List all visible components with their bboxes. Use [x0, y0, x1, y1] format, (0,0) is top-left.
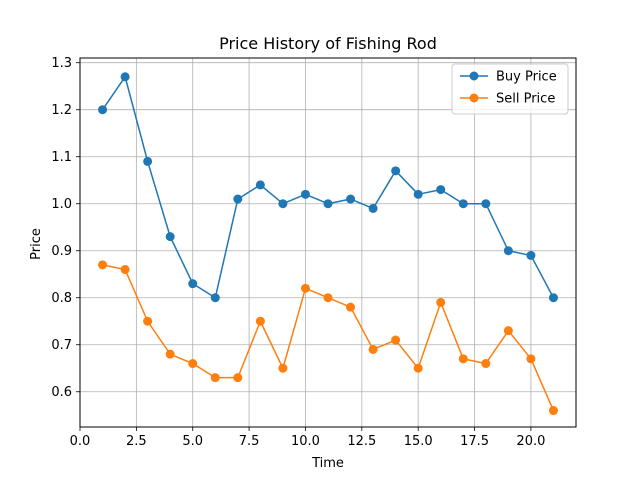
sell-price-point [255, 316, 265, 326]
sell-price-point [165, 349, 175, 359]
x-tick-label: 10.0 [291, 434, 320, 449]
y-tick-label: 0.9 [51, 244, 72, 259]
sell-price-point [503, 326, 513, 336]
x-tick-label: 17.5 [460, 434, 489, 449]
y-tick-label: 0.8 [51, 291, 72, 306]
x-axis-label: Time [311, 456, 344, 471]
buy-price-point [323, 199, 333, 209]
plot-area-frame [79, 57, 577, 428]
buy-price-point [391, 166, 401, 176]
x-tick-label: 20.0 [516, 434, 545, 449]
legend-marker-sell-price [469, 93, 479, 103]
sell-price-point [143, 316, 153, 326]
buy-price-point [98, 105, 108, 115]
buy-price-point [188, 279, 198, 289]
y-tick-label: 1.1 [51, 150, 72, 165]
x-tick-label: 0.0 [70, 434, 91, 449]
sell-price-point [323, 293, 333, 303]
chart-title: Price History of Fishing Rod [219, 34, 437, 53]
buy-price-point [255, 180, 265, 190]
y-axis-ticks: 0.6 0.7 0.8 0.9 1.0 1.1 1.2 1.3 [51, 56, 80, 400]
legend-marker-buy-price [469, 71, 479, 81]
buy-price-point [413, 189, 423, 199]
buy-price-point [526, 250, 536, 260]
buy-price-point [503, 246, 513, 256]
buy-price-point [233, 194, 243, 204]
sell-price-point [413, 363, 423, 373]
sell-price-point [233, 373, 243, 383]
sell-price-point [481, 359, 491, 369]
sell-price-point [278, 363, 288, 373]
x-tick-label: 15.0 [404, 434, 433, 449]
sell-price-point [368, 344, 378, 354]
x-tick-label: 12.5 [347, 434, 376, 449]
sell-price-point [458, 354, 468, 364]
buy-price-point [300, 189, 310, 199]
legend-label-sell-price: Sell Price [496, 92, 555, 107]
buy-price-point [210, 293, 220, 303]
buy-price-point [278, 199, 288, 209]
sell-price-point [188, 359, 198, 369]
buy-price-point [368, 203, 378, 213]
x-tick-label: 5.0 [182, 434, 203, 449]
buy-price-point [458, 199, 468, 209]
sell-price-point [436, 297, 446, 307]
sell-price-point [98, 260, 108, 270]
legend-label-buy-price: Buy Price [496, 70, 557, 85]
sell-price-point [548, 406, 558, 416]
sell-price-point [120, 265, 130, 275]
sell-price-point [346, 302, 356, 312]
buy-price-point [346, 194, 356, 204]
buy-price-point [436, 185, 446, 195]
legend: Buy Price Sell Price [451, 63, 569, 115]
sell-price-point [300, 283, 310, 293]
sell-price-point [526, 354, 536, 364]
x-tick-label: 2.5 [126, 434, 147, 449]
y-tick-label: 1.0 [51, 197, 72, 212]
buy-price-point [481, 199, 491, 209]
buy-price-point [548, 293, 558, 303]
x-tick-label: 7.5 [239, 434, 260, 449]
sell-price-point [210, 373, 220, 383]
series-points [98, 72, 558, 416]
sell-price-point [391, 335, 401, 345]
buy-price-point [120, 72, 130, 82]
y-tick-label: 0.7 [51, 338, 72, 353]
buy-price-point [165, 232, 175, 242]
buy-price-point [143, 156, 153, 166]
x-axis-ticks: 0.0 2.5 5.0 7.5 10.0 12.5 15.0 17.5 20.0 [70, 427, 545, 449]
y-tick-label: 0.6 [51, 385, 72, 400]
y-tick-label: 1.3 [51, 56, 72, 71]
y-tick-label: 1.2 [51, 103, 72, 118]
y-axis-label: Price [29, 228, 44, 260]
